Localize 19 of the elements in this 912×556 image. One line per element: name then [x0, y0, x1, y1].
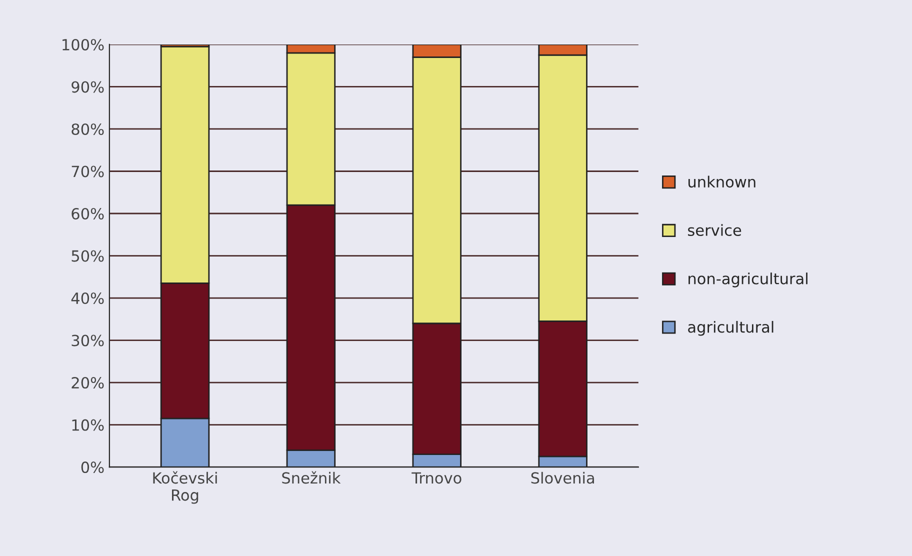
legend-label: agricultural	[688, 320, 774, 336]
y-tick-label: 70%	[72, 166, 104, 178]
y-tick-label: 90%	[72, 81, 104, 93]
x-tick-label: Snežnik	[282, 471, 341, 484]
y-tick-label: 80%	[72, 123, 104, 136]
y-tick-label: 60%	[72, 208, 104, 220]
legend-label: service	[688, 224, 742, 236]
y-tick-label: 30%	[72, 334, 104, 346]
legend-label: non-agricultural	[688, 272, 808, 288]
y-tick-label: 20%	[72, 376, 104, 389]
x-tick-label: Kočevski Rog	[153, 471, 217, 504]
y-tick-label: 100%	[62, 38, 104, 50]
y-tick-label: 50%	[72, 250, 104, 262]
legend-label: unknown	[688, 176, 756, 188]
x-tick-label: Slovenia	[531, 472, 594, 484]
y-tick-label: 40%	[71, 292, 104, 304]
y-tick-label: 10%	[72, 419, 104, 431]
x-tick-label: Trnovo	[412, 472, 462, 484]
y-tick-label: 0%	[81, 462, 104, 474]
